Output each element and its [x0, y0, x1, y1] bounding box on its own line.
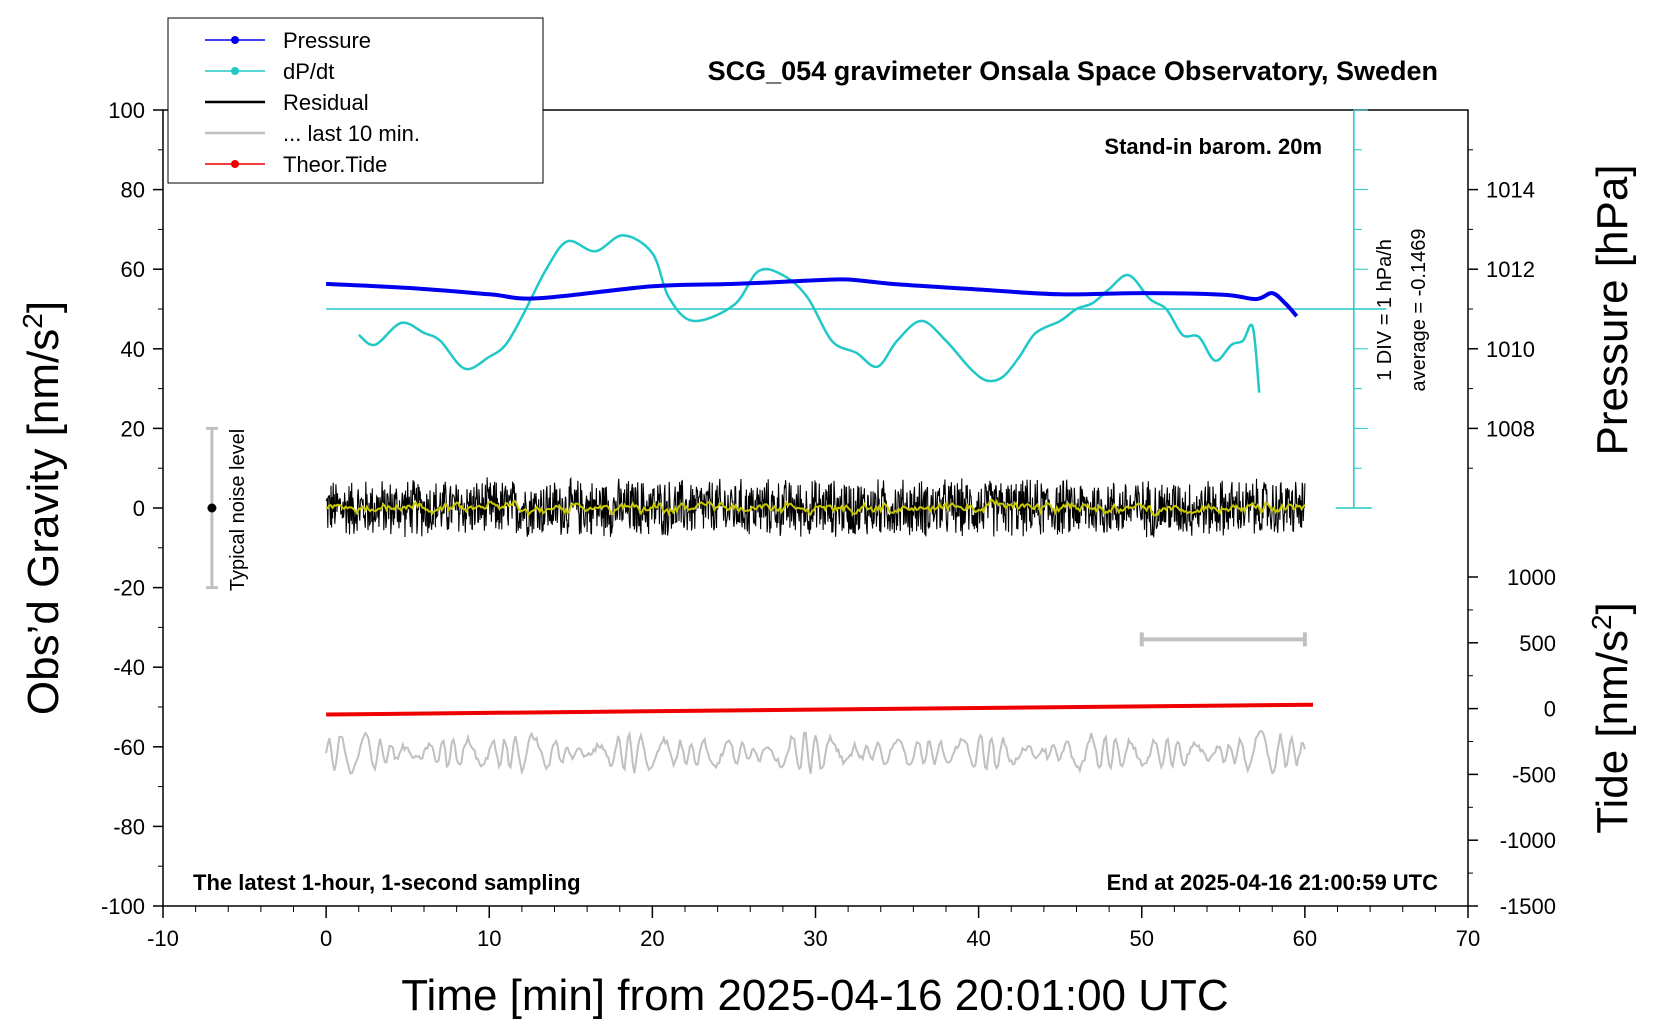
tide-axis-ticks: 1000 500 0 -500 -1000 -1500 — [1468, 565, 1556, 919]
legend: Pressure dP/dt Residual ... last 10 min. The… — [167, 17, 544, 184]
legend-item: Pressure — [205, 28, 371, 53]
tide-axis-label-sup: 2 — [1586, 614, 1617, 630]
tide-tick-label: 1000 — [1507, 565, 1556, 590]
tide-tick-label: 500 — [1519, 631, 1556, 656]
tide-tick-label: -500 — [1512, 762, 1556, 787]
series-residual — [325, 476, 1306, 539]
x-tick-label: 40 — [966, 926, 990, 951]
y-tick-label: -60 — [113, 735, 145, 760]
legend-label: dP/dt — [283, 59, 334, 84]
y-tick-label: -80 — [113, 814, 145, 839]
pressure-axis-ticks: 1014 1012 1010 1008 — [1468, 149, 1535, 469]
y-tick-label: -20 — [113, 576, 145, 601]
x-axis-label: Time [min] from 2025-04-16 20:01:00 UTC — [401, 971, 1228, 1020]
series-theor-tide — [326, 702, 1314, 717]
noise-bar-center-dot — [207, 503, 217, 513]
y-axis-label: Obs’d Gravity [nm/s2] — [17, 301, 68, 715]
noise-label: Typical noise level — [227, 429, 249, 591]
bottom-right-note: End at 2025-04-16 21:00:59 UTC — [1107, 870, 1438, 895]
tide-axis-label-end: ] — [1588, 602, 1637, 614]
legend-item: ... last 10 min. — [205, 121, 420, 146]
legend-label: ... last 10 min. — [283, 121, 420, 146]
tide-axis-label: Tide [nm/s2] — [1586, 602, 1637, 834]
x-tick-label: 60 — [1293, 926, 1317, 951]
x-tick-label: 70 — [1456, 926, 1480, 951]
y-axis-label-sup: 2 — [17, 313, 48, 329]
dpdt-scale-label: 1 DIV = 1 hPa/h — [1374, 239, 1396, 381]
x-axis-ticks: -10 0 10 20 30 40 50 60 70 — [147, 906, 1480, 951]
y-tick-label: 0 — [133, 496, 145, 521]
dpdt-average-label: average = -0.1469 — [1408, 229, 1430, 392]
legend-swatch-dot — [231, 160, 239, 168]
y-tick-label: 40 — [121, 337, 145, 362]
tide-axis-label-main: Tide [nm/s — [1588, 630, 1637, 834]
y-axis-label-main: Obs’d Gravity [nm/s — [19, 329, 68, 715]
pressure-tick-label: 1012 — [1486, 257, 1535, 282]
y-tick-label: 100 — [108, 98, 145, 123]
x-tick-label: 50 — [1130, 926, 1154, 951]
last10-bar — [1139, 632, 1307, 647]
tide-tick-label: 0 — [1544, 697, 1556, 722]
x-tick-label: 30 — [803, 926, 827, 951]
legend-item: dP/dt — [205, 59, 334, 84]
chart-title: SCG_054 gravimeter Onsala Space Observat… — [708, 56, 1438, 86]
pressure-tick-label: 1014 — [1486, 178, 1535, 203]
y-tick-label: 80 — [121, 178, 145, 203]
noise-level-bar — [205, 426, 218, 590]
y-tick-label: -100 — [101, 894, 145, 919]
legend-item: Residual — [205, 90, 369, 115]
x-tick-label: 20 — [640, 926, 664, 951]
series-last10-trace — [325, 729, 1306, 776]
legend-swatch-dot — [231, 36, 239, 44]
legend-box — [167, 17, 544, 184]
x-tick-label: 10 — [477, 926, 501, 951]
legend-swatch-dot — [231, 67, 239, 75]
y-axis-label-end: ] — [19, 301, 68, 313]
pressure-tick-label: 1008 — [1486, 416, 1535, 441]
legend-item: Theor.Tide — [205, 152, 387, 177]
pressure-axis-label: Pressure [hPa] — [1588, 164, 1637, 455]
legend-label: Theor.Tide — [283, 152, 387, 177]
y-axis-ticks: 100 80 60 40 20 0 -20 -40 -60 -80 -100 — [101, 98, 163, 919]
x-tick-label: -10 — [147, 926, 179, 951]
y-tick-label: -40 — [113, 655, 145, 680]
tide-tick-label: -1500 — [1500, 894, 1556, 919]
series-pressure — [325, 277, 1299, 318]
barometer-note: Stand-in barom. 20m — [1104, 134, 1322, 159]
bottom-left-note: The latest 1-hour, 1-second sampling — [193, 870, 581, 895]
y-tick-label: 20 — [121, 416, 145, 441]
series-residual-smoothed — [325, 498, 1306, 518]
tide-tick-label: -1000 — [1500, 828, 1556, 853]
series-dpdt — [358, 234, 1261, 393]
pressure-tick-label: 1010 — [1486, 337, 1535, 362]
legend-label: Residual — [283, 90, 369, 115]
legend-label: Pressure — [283, 28, 371, 53]
y-tick-label: 60 — [121, 257, 145, 282]
x-tick-label: 0 — [320, 926, 332, 951]
